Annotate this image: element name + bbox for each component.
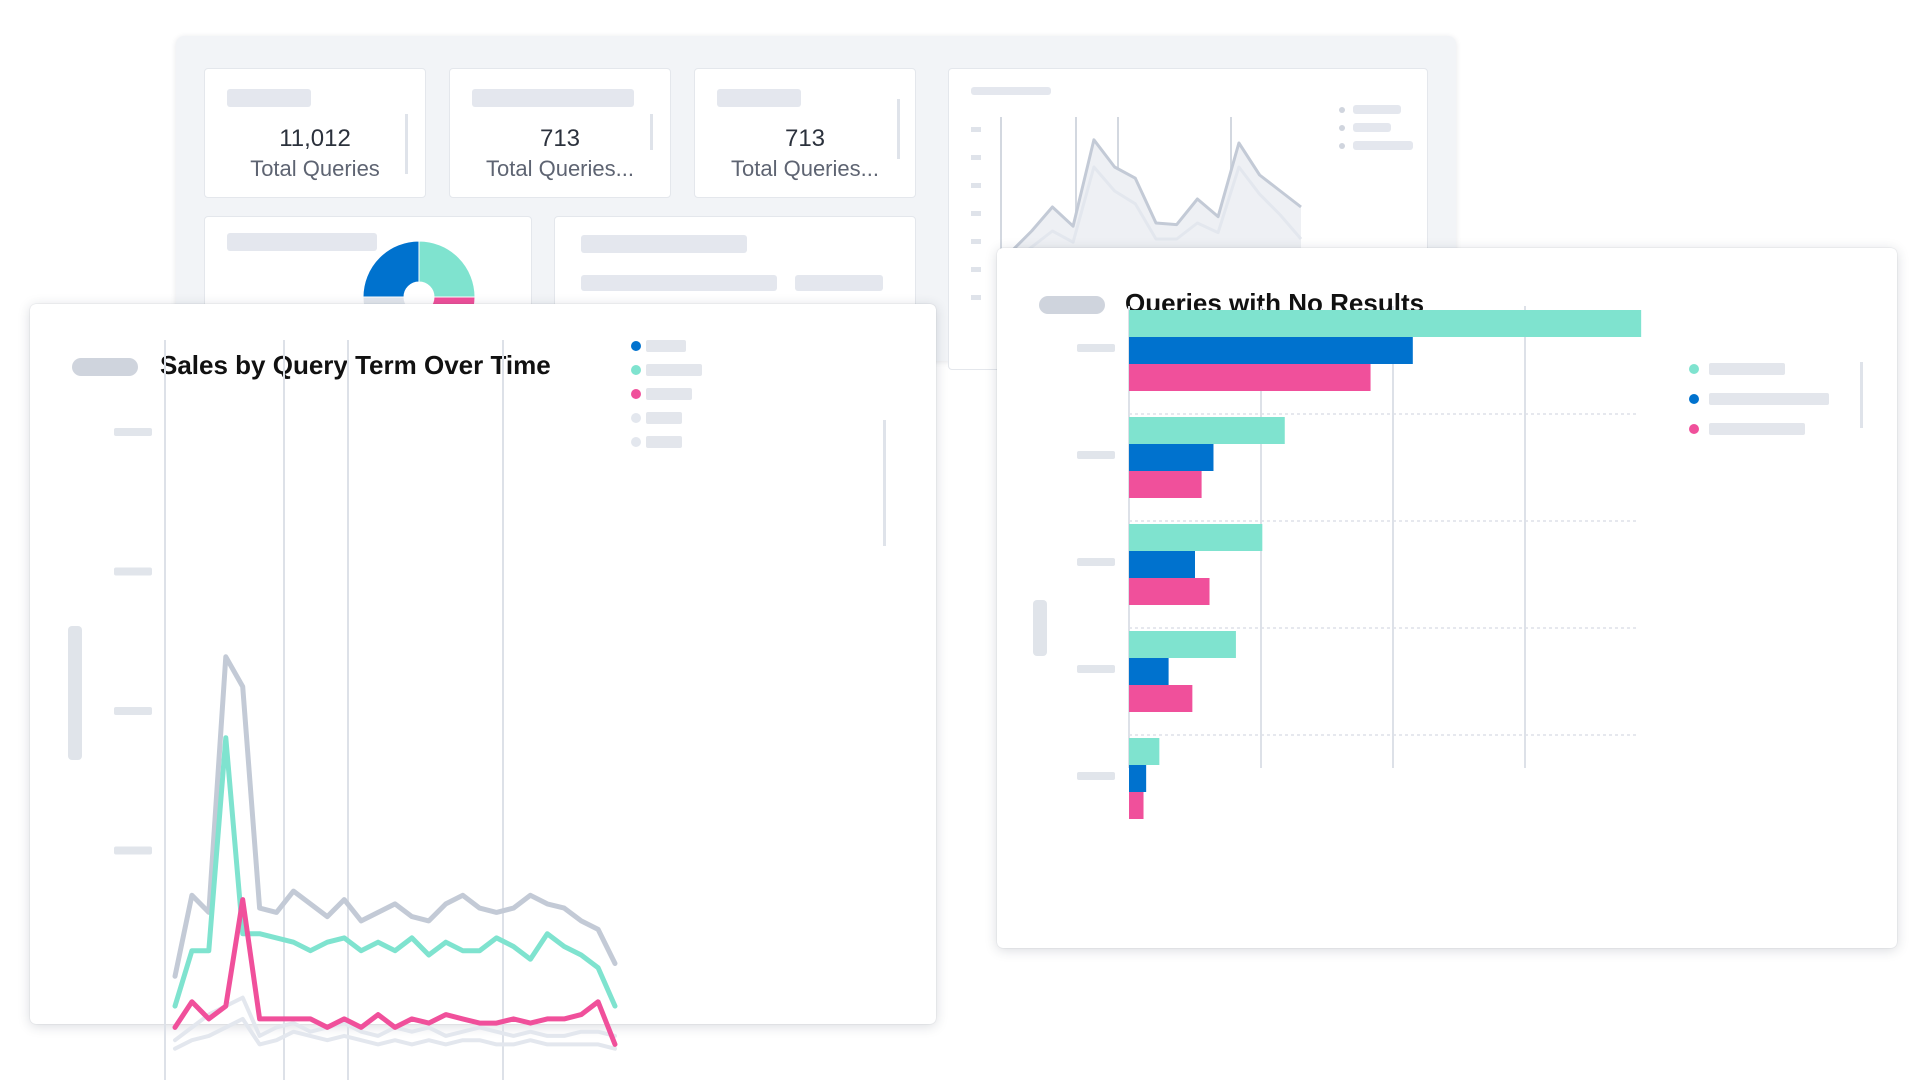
legend-dot — [1339, 125, 1345, 131]
legend-label-placeholder — [1709, 393, 1829, 405]
y-tick-placeholder — [971, 295, 981, 300]
kpi-value: 713 — [784, 125, 826, 152]
y-tick-placeholder — [114, 707, 152, 715]
pie-slice — [418, 240, 476, 298]
bar — [1129, 310, 1642, 337]
row-placeholder — [581, 275, 777, 291]
area-series-line — [1009, 138, 1302, 253]
legend-scrollbar[interactable] — [1860, 362, 1863, 428]
y-axis-label-placeholder — [1033, 600, 1047, 656]
kpi-card-queries-3[interactable]: 713 Total Queries... — [694, 68, 916, 198]
kpi-value: 713 — [539, 125, 581, 152]
kpi-title-placeholder — [717, 89, 801, 107]
sales-card-title: Sales by Query Term Over Time — [160, 350, 551, 380]
legend-label-placeholder — [646, 436, 682, 448]
bar — [1129, 685, 1193, 712]
legend-scrollbar[interactable] — [883, 420, 886, 546]
legend-dot — [1339, 107, 1345, 113]
kpi-card-queries-2[interactable]: 713 Total Queries... — [449, 68, 671, 198]
legend-dot — [1339, 143, 1345, 149]
bar — [1129, 578, 1210, 605]
y-tick-placeholder — [971, 183, 981, 188]
category-label-placeholder — [1077, 558, 1115, 566]
y-tick-placeholder — [971, 127, 981, 132]
kpi-divider — [897, 99, 900, 159]
legend-dot — [631, 413, 641, 423]
card-title-placeholder — [581, 235, 747, 253]
kpi-label: Total Queries... — [486, 156, 634, 181]
legend-dot — [1689, 364, 1699, 374]
legend-label-placeholder — [646, 340, 686, 352]
kpi-card-total-queries[interactable]: 11,012 Total Queries — [204, 68, 426, 198]
bar — [1129, 337, 1413, 364]
card-title-placeholder — [971, 87, 1051, 95]
legend-dot — [1689, 394, 1699, 404]
legend-label-placeholder — [1353, 141, 1413, 150]
legend-label-placeholder — [646, 412, 682, 424]
legend-label-placeholder — [1709, 363, 1785, 375]
category-label-placeholder — [1077, 665, 1115, 673]
queries-no-results-card[interactable]: Queries with No Results — [997, 248, 1897, 948]
y-tick-placeholder — [114, 567, 152, 576]
legend-dot — [1689, 424, 1699, 434]
kpi-title-placeholder — [472, 89, 634, 107]
pie-slice — [362, 240, 420, 298]
bar — [1129, 738, 1160, 765]
bar — [1129, 364, 1371, 391]
kpi-divider — [405, 114, 408, 174]
bar — [1129, 551, 1195, 578]
bar — [1129, 792, 1144, 819]
line-series — [172, 735, 618, 1009]
y-tick-placeholder — [114, 846, 152, 855]
title-icon-pill — [72, 358, 138, 376]
legend-dot — [631, 341, 641, 351]
kpi-value: 11,012 — [279, 125, 351, 152]
no-results-bar-chart — [1077, 306, 1642, 819]
legend-dot — [631, 437, 641, 447]
title-icon-pill — [1039, 296, 1105, 314]
legend-label-placeholder — [1709, 423, 1805, 435]
bar — [1129, 444, 1214, 471]
legend-label-placeholder — [1353, 105, 1401, 114]
legend-dot — [631, 389, 641, 399]
line-series — [173, 1016, 617, 1051]
bar — [1129, 471, 1202, 498]
legend-label-placeholder — [646, 364, 702, 376]
bar — [1129, 631, 1236, 658]
sales-line-chart — [114, 340, 618, 1080]
y-tick-placeholder — [971, 211, 981, 216]
line-series — [172, 897, 618, 1047]
y-tick-placeholder — [971, 267, 981, 272]
kpi-title-placeholder — [227, 89, 311, 107]
bar — [1129, 658, 1169, 685]
category-label-placeholder — [1077, 451, 1115, 459]
legend-label-placeholder — [1353, 123, 1391, 132]
kpi-label: Total Queries... — [731, 156, 879, 181]
y-tick-placeholder — [114, 428, 152, 436]
bar — [1129, 417, 1285, 444]
bar — [1129, 524, 1263, 551]
bar — [1129, 765, 1147, 792]
category-label-placeholder — [1077, 772, 1115, 780]
line-series — [172, 654, 618, 979]
y-axis-label-placeholder — [68, 626, 82, 760]
legend-dot — [631, 365, 641, 375]
kpi-label: Total Queries — [250, 156, 380, 181]
legend-label-placeholder — [646, 388, 692, 400]
kpi-divider — [650, 114, 653, 150]
area-series-line — [1010, 165, 1303, 265]
y-tick-placeholder — [971, 155, 981, 160]
row-placeholder — [795, 275, 883, 291]
sales-by-query-term-card[interactable]: Sales by Query Term Over Time — [30, 304, 936, 1080]
y-tick-placeholder — [971, 239, 981, 244]
category-label-placeholder — [1077, 344, 1115, 352]
card-title-placeholder — [227, 233, 377, 251]
